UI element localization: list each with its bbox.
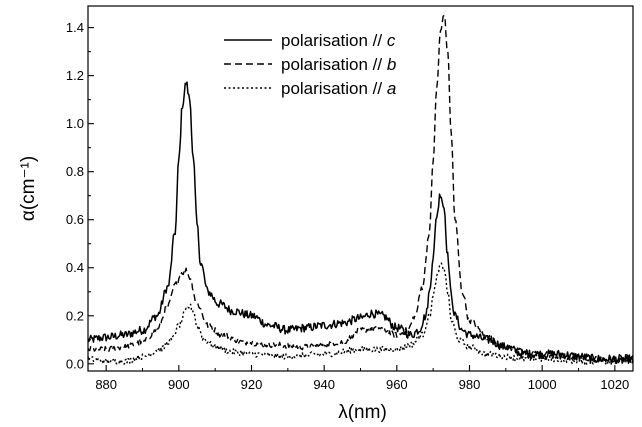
series-line-c [87,81,634,364]
series-line-b [87,14,634,363]
legend-label-b: polarisation // b [281,55,396,74]
axes-layer: 880 900 920 940 960 980 1000 1020 0.0 0.2 0.4 0.6 0.… [18,5,634,423]
series-layer [87,14,634,365]
x-tick-label-980: 980 [459,377,481,392]
x-tick-label-960: 960 [386,377,408,392]
y-tick-label-0: 0.0 [66,356,84,371]
y-tick-label-5: 1.0 [66,116,84,131]
series-line-a [87,262,634,365]
y-tick-label-1: 0.2 [66,308,84,323]
y-tick-label-4: 0.8 [66,164,84,179]
x-tick-label-900: 900 [168,377,190,392]
x-tick-label-1000: 1000 [528,377,557,392]
x-tick-label-880: 880 [95,377,117,392]
x-tick-label-920: 920 [241,377,263,392]
legend-label-c: polarisation // c [281,31,396,50]
y-axis-title: α(cm⁻¹) [18,156,39,221]
legend-label-a: polarisation // a [281,79,396,98]
y-tick-label-7: 1.4 [66,20,84,35]
y-tick-label-2: 0.4 [66,260,84,275]
x-axis-title: λ(nm) [338,402,387,423]
x-tick-label-1020: 1020 [600,377,629,392]
legend-layer: polarisation // c polarisation // b polari… [224,31,396,98]
y-tick-label-3: 0.6 [66,212,84,227]
x-tick-label-940: 940 [313,377,335,392]
y-tick-label-6: 1.2 [66,68,84,83]
